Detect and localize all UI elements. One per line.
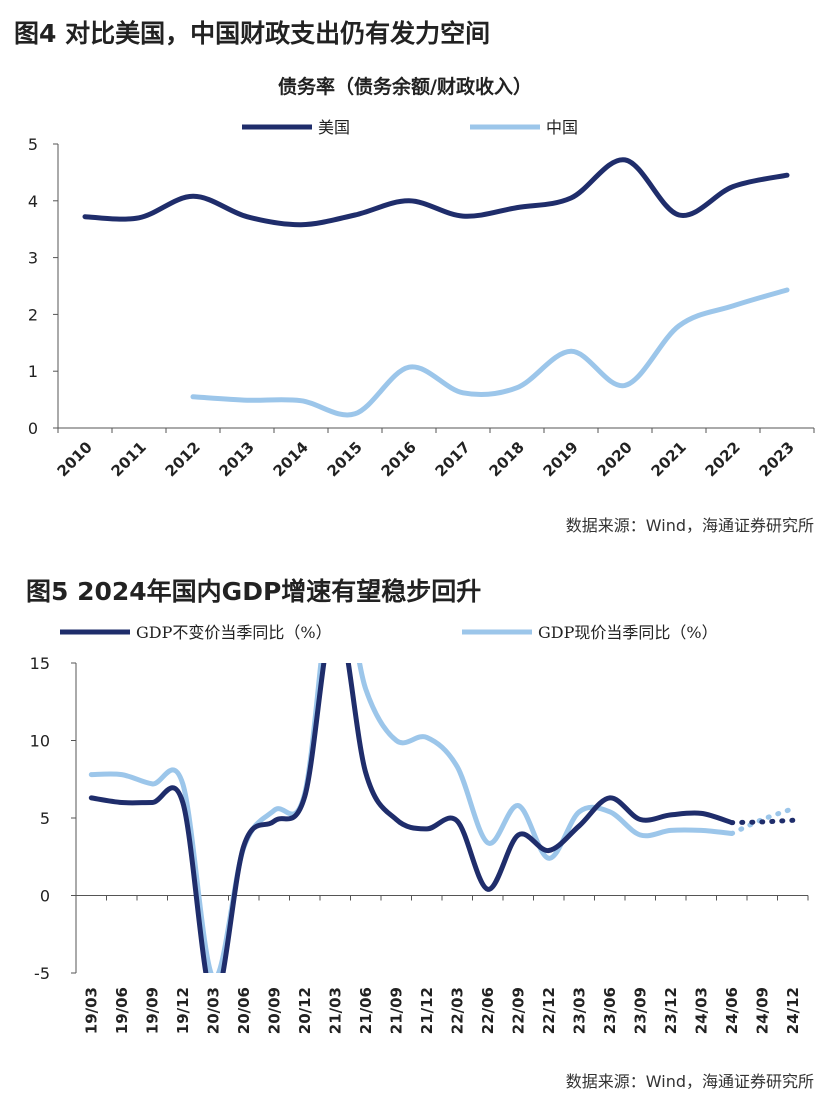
x-tick-label: 21/12	[418, 987, 436, 1034]
x-tick-label: 24/09	[753, 987, 771, 1034]
x-tick-label: 22/06	[479, 987, 497, 1034]
y-tick-label: 0	[40, 887, 50, 906]
y-tick-label: 5	[28, 135, 38, 154]
legend-label: GDP不变价当季同比（%）	[136, 623, 332, 642]
y-tick-label: 3	[28, 249, 38, 268]
x-tick-label: 23/06	[601, 987, 619, 1034]
figure-5-title: 图5 2024年国内GDP增速有望稳步回升	[26, 577, 482, 606]
x-tick-label: 22/12	[540, 987, 558, 1034]
x-tick-label: 19/03	[82, 987, 100, 1034]
y-tick-label: 5	[40, 809, 50, 828]
y-tick-label: 0	[28, 419, 38, 438]
x-tick-label: 20/03	[204, 987, 222, 1034]
x-tick-label: 21/09	[387, 987, 405, 1034]
x-tick-label: 24/06	[723, 987, 741, 1034]
legend-entry-china: 中国	[470, 118, 578, 137]
x-tick-label: 19/12	[174, 987, 192, 1034]
y-tick-label: 15	[30, 654, 50, 673]
x-tick-label: 22/03	[448, 987, 466, 1034]
legend-label: GDP现价当季同比（%）	[538, 623, 718, 642]
legend-label: 中国	[546, 118, 578, 137]
legend-entry-nominal-gdp: GDP现价当季同比（%）	[462, 623, 718, 642]
x-tick-label: 20/06	[235, 987, 253, 1034]
x-tick-label: 24/03	[692, 987, 710, 1034]
y-tick-label: 2	[28, 305, 38, 324]
x-tick-label: 19/09	[143, 987, 161, 1034]
series-line-us	[82, 157, 790, 228]
x-tick-label: 24/12	[784, 987, 802, 1034]
figure-5-source: 数据来源：Wind，海通证券研究所	[565, 1072, 814, 1091]
x-tick-label: 20/09	[265, 987, 283, 1034]
x-tick-label: 23/03	[570, 987, 588, 1034]
x-tick-label: 20/12	[296, 987, 314, 1034]
x-tick-label: 21/06	[357, 987, 375, 1034]
x-tick-label: 21/03	[326, 987, 344, 1034]
legend-label: 美国	[318, 118, 350, 137]
figure-4-title: 图4 对比美国，中国财政支出仍有发力空间	[14, 19, 491, 48]
x-tick-label: 19/06	[113, 987, 131, 1034]
x-tick-label: 23/09	[631, 987, 649, 1034]
x-tick-label: 23/12	[662, 987, 680, 1034]
figure-4-source: 数据来源：Wind，海通证券研究所	[565, 516, 814, 535]
legend-entry-real-gdp: GDP不变价当季同比（%）	[60, 623, 332, 642]
chart-4-subtitle: 债务率（债务余额/财政收入）	[278, 75, 532, 98]
legend-entry-us: 美国	[242, 118, 350, 137]
y-tick-label: 10	[30, 732, 50, 751]
y-tick-label: 1	[28, 362, 38, 381]
y-tick-label: 4	[28, 192, 38, 211]
forecast-line-real-gdp	[729, 817, 796, 826]
x-tick-label: 22/09	[509, 987, 527, 1034]
y-tick-label: -5	[34, 964, 50, 983]
